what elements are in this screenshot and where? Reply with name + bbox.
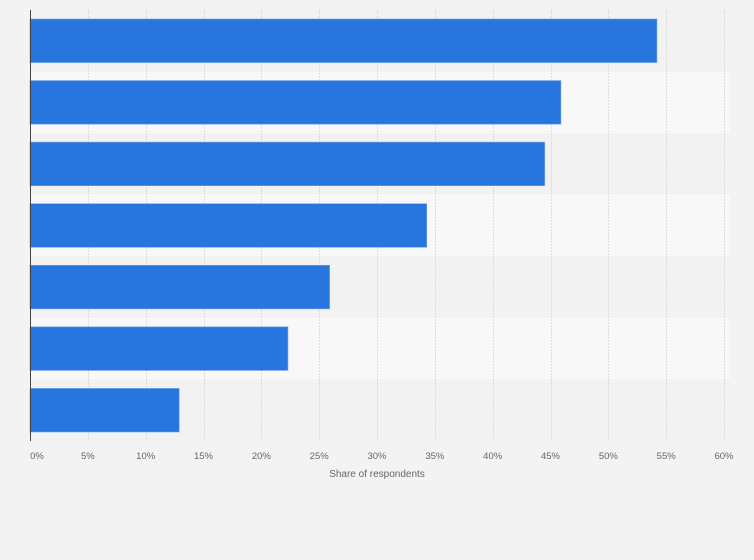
x-tick-label: 40% [483,451,503,462]
x-tick-label: 45% [541,451,561,462]
bars [29,18,658,433]
x-tick-label: 5% [81,451,95,462]
x-tick-label: 15% [194,451,214,462]
x-tick-labels: 0% 5% 10% 15% 20% 25% 30% 35% 40% 45% 50% 55% 60% [30,451,734,462]
bar[interactable] [29,203,428,248]
x-tick-label: 35% [425,451,445,462]
x-tick-label: 60% [714,451,734,462]
x-tick-label: 55% [657,451,677,462]
bar[interactable] [29,264,330,310]
x-tick-label: 0% [30,451,44,462]
x-tick-label: 50% [599,451,619,462]
bar[interactable] [29,388,180,433]
x-tick-label: 25% [310,451,330,462]
bar[interactable] [29,18,658,63]
x-tick-label: 20% [252,451,272,462]
x-tick-label: 10% [136,451,156,462]
bar[interactable] [29,326,289,371]
bar[interactable] [29,80,562,125]
x-tick-label: 30% [367,451,387,462]
x-axis-title: Share of respondents [329,469,425,480]
bar[interactable] [29,141,546,187]
